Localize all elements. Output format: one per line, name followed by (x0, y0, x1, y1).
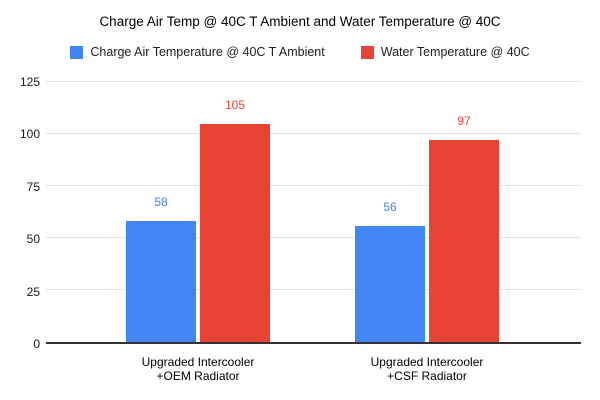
bar-charge-air: 58 (126, 195, 196, 342)
x-axis: Upgraded Intercooler +OEM Radiator Upgrad… (46, 355, 581, 396)
y-tick-label: 125 (19, 75, 40, 89)
legend-item-water-temp: Water Temperature @ 40C (360, 45, 530, 59)
bar-water-temp: 105 (200, 98, 270, 342)
y-tick-label: 75 (26, 179, 40, 194)
gridline (46, 81, 581, 82)
bar-value-label: 58 (154, 195, 168, 210)
bar-value-label: 97 (457, 114, 471, 129)
y-tick-label: 0 (33, 337, 40, 351)
y-tick-label: 25 (26, 284, 40, 299)
legend-swatch-water-temp-icon (360, 45, 374, 59)
bar-value-label: 56 (383, 199, 397, 214)
gridline (46, 237, 581, 238)
category-label: Upgraded Intercooler +OEM Radiator (141, 355, 255, 383)
legend-item-charge-air: Charge Air Temperature @ 40C T Ambient (70, 45, 325, 59)
gridline (46, 289, 581, 290)
legend-label-water-temp: Water Temperature @ 40C (380, 45, 530, 59)
gridline (46, 133, 581, 134)
gridline (46, 185, 581, 186)
plot-area: 58 105 56 97 (46, 81, 581, 344)
bar-water-temp: 97 (429, 114, 499, 342)
legend-label-charge-air: Charge Air Temperature @ 40C T Ambient (90, 45, 325, 59)
chart-title: Charge Air Temp @ 40C T Ambient and Wate… (99, 14, 501, 29)
category-label: Upgraded Intercooler +CSF Radiator (370, 355, 484, 383)
legend: Charge Air Temperature @ 40C T Ambient W… (0, 45, 600, 59)
bar-group: 58 105 (126, 82, 270, 342)
bar-charge-air: 56 (355, 200, 425, 342)
y-tick-label: 100 (19, 127, 40, 142)
y-tick-label: 50 (26, 232, 40, 247)
y-axis: 0 25 50 75 100 125 (0, 76, 40, 350)
bar-value-label: 105 (224, 97, 246, 112)
bar-group: 56 97 (355, 82, 499, 342)
legend-swatch-charge-air-icon (70, 45, 84, 59)
